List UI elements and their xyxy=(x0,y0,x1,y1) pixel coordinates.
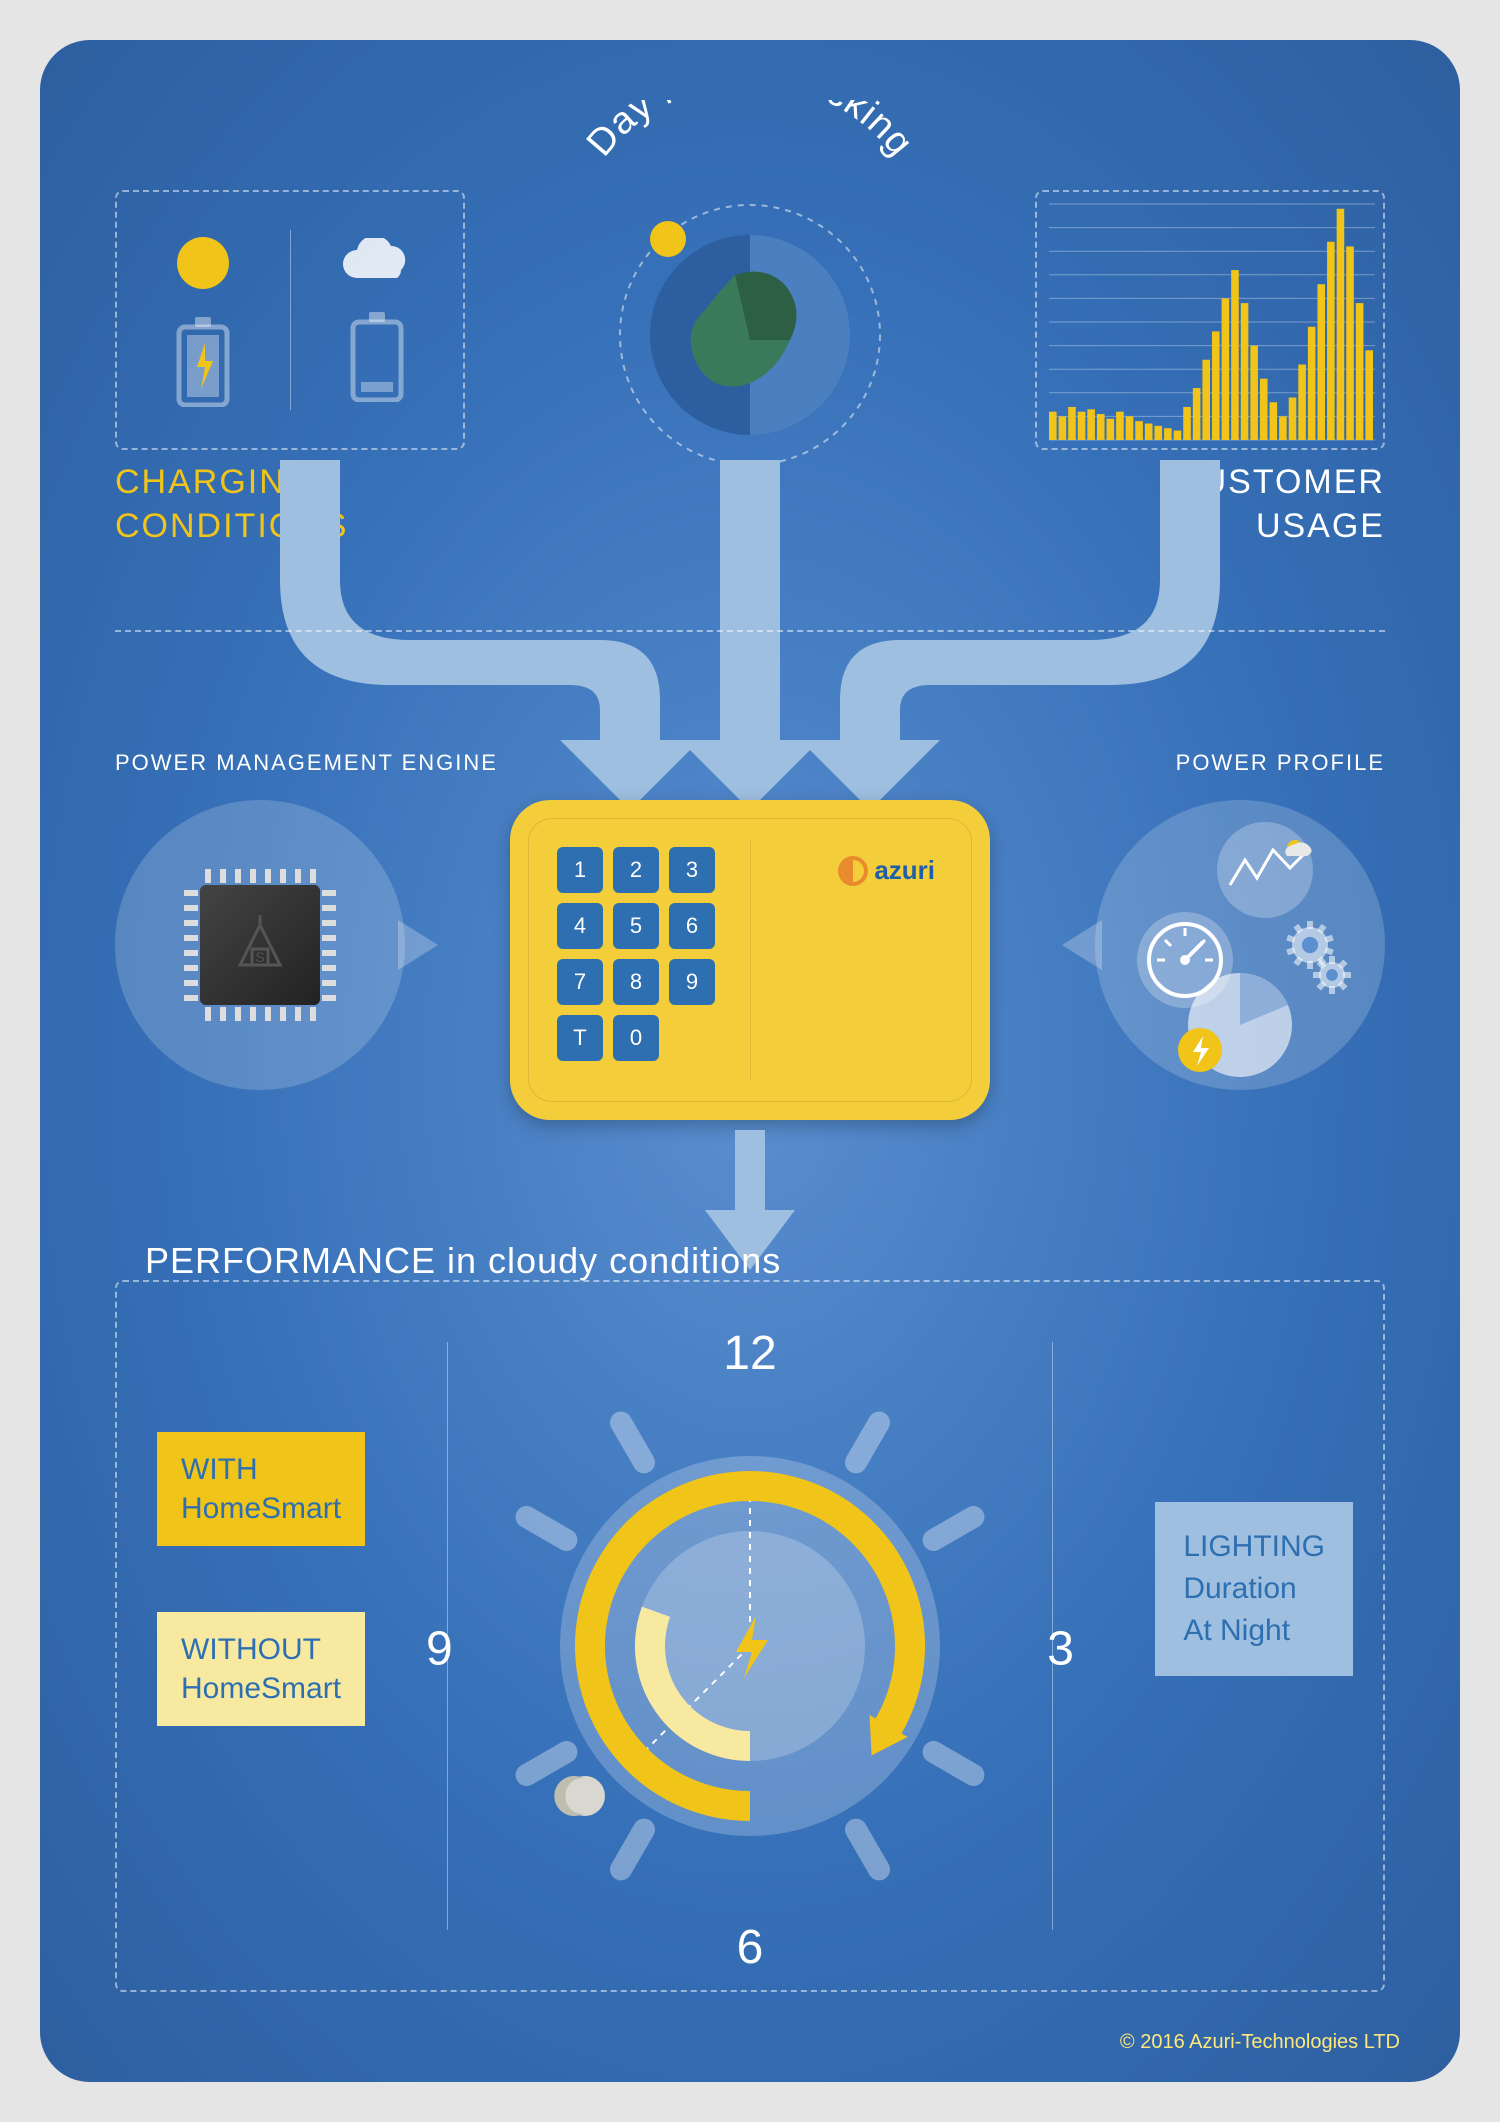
keypad-key-1: 1 xyxy=(557,847,603,893)
keypad-key-2: 2 xyxy=(613,847,659,893)
keypad-key-6: 6 xyxy=(669,903,715,949)
divider xyxy=(115,630,1385,632)
battery-full-icon xyxy=(175,317,231,407)
keypad-key-9: 9 xyxy=(669,959,715,1005)
keypad-key-4: 4 xyxy=(557,903,603,949)
keypad-key-7: 7 xyxy=(557,959,603,1005)
device: 123 456 789 T0 azuri xyxy=(510,800,990,1120)
clock-6: 6 xyxy=(737,1920,764,1975)
profile-label: POWER PROFILE xyxy=(1176,750,1385,776)
performance-title: PERFORMANCE in cloudy conditions xyxy=(145,1240,781,1282)
lighting-duration-callout: LIGHTINGDurationAt Night xyxy=(1155,1502,1353,1676)
brand-text: azuri xyxy=(874,855,935,886)
brand-logo-icon xyxy=(838,856,868,886)
clock-3: 3 xyxy=(1047,1621,1074,1676)
connector-left xyxy=(398,920,458,970)
keypad-key-0: 0 xyxy=(613,1015,659,1061)
profile-circle xyxy=(1095,800,1385,1090)
engine-label: POWER MANAGEMENT ENGINE xyxy=(115,750,498,776)
clock-dial xyxy=(470,1336,1030,1956)
keypad: 123 456 789 T0 xyxy=(529,819,715,1101)
usage-label: CUSTOMERUSAGE xyxy=(1175,460,1385,548)
copyright: © 2016 Azuri-Technologies LTD xyxy=(1120,2031,1400,2054)
brand: azuri xyxy=(838,855,935,886)
device-inner: 123 456 789 T0 azuri xyxy=(528,818,972,1102)
tracking-panel: Day Night Tracking xyxy=(550,100,950,480)
cloudy-column xyxy=(291,192,464,448)
infographic-poster: CHARGINGCONDITIONS Day Night Tracking CU… xyxy=(40,40,1460,2082)
without-homesmart-callout: WITHOUTHomeSmart xyxy=(157,1612,365,1726)
keypad-key-T: T xyxy=(557,1015,603,1061)
clock: 12 3 6 9 xyxy=(470,1336,1030,1961)
keypad-key-3: 3 xyxy=(669,847,715,893)
performance-panel: WITHHomeSmart WITHOUTHomeSmart LIGHTINGD… xyxy=(115,1280,1385,1992)
keypad-key-5: 5 xyxy=(613,903,659,949)
svg-text:Day Night Tracking: Day Night Tracking xyxy=(579,100,922,164)
cloud-icon xyxy=(337,238,417,288)
connector-right xyxy=(1042,920,1102,970)
usage-bar-chart xyxy=(1037,192,1387,452)
sun-icon xyxy=(173,233,233,293)
charging-label: CHARGINGCONDITIONS xyxy=(115,460,348,548)
globe-icon xyxy=(600,175,900,475)
svg-text:S: S xyxy=(255,949,264,965)
with-homesmart-callout: WITHHomeSmart xyxy=(157,1432,365,1546)
profile-icons xyxy=(1095,800,1385,1090)
usage-chart-panel xyxy=(1035,190,1385,450)
keypad-key-8: 8 xyxy=(613,959,659,1005)
battery-low-icon xyxy=(349,312,405,402)
clock-9: 9 xyxy=(426,1621,453,1676)
clock-12: 12 xyxy=(723,1326,776,1381)
chip-circle: S xyxy=(115,800,405,1090)
chip-icon: S xyxy=(160,845,360,1045)
charging-conditions-panel xyxy=(115,190,465,450)
sunny-column xyxy=(117,192,290,448)
tracking-title-arc: Day Night Tracking xyxy=(550,100,950,170)
